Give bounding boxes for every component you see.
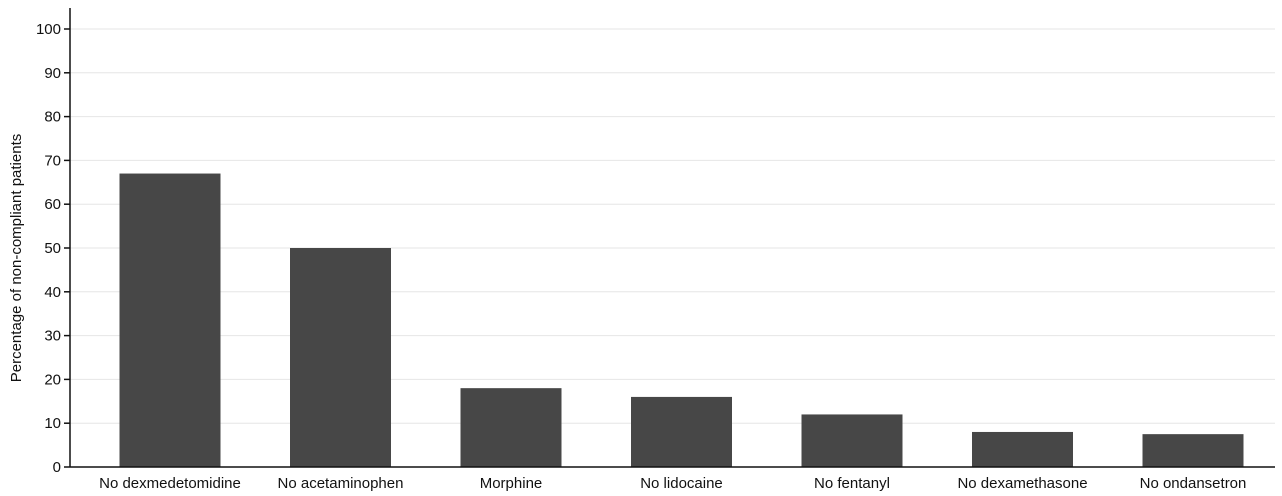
x-category-label: No acetaminophen bbox=[278, 475, 404, 492]
y-tick-label: 40 bbox=[44, 284, 61, 301]
bars bbox=[119, 173, 1244, 468]
x-category-label: Morphine bbox=[480, 475, 543, 492]
y-tick-label: 90 bbox=[44, 65, 61, 82]
y-tick-label: 100 bbox=[36, 21, 61, 38]
y-tick-label: 80 bbox=[44, 109, 61, 126]
x-category-label: No fentanyl bbox=[814, 475, 890, 492]
bar bbox=[1142, 434, 1244, 467]
bar bbox=[460, 388, 562, 467]
y-tick-label: 0 bbox=[53, 459, 61, 476]
y-axis-title: Percentage of non-compliant patients bbox=[8, 134, 25, 383]
y-tick-label: 10 bbox=[44, 415, 61, 432]
y-tick-label: 50 bbox=[44, 240, 61, 257]
x-category-label: No lidocaine bbox=[640, 475, 723, 492]
x-category-label: No dexmedetomidine bbox=[99, 475, 241, 492]
y-tick-label: 30 bbox=[44, 328, 61, 345]
bar bbox=[119, 173, 221, 468]
bar bbox=[972, 431, 1073, 467]
bar bbox=[801, 414, 903, 467]
y-axis-ticks: 0 10 20 30 40 50 60 70 80 90 100 bbox=[36, 21, 70, 476]
x-category-label: No ondansetron bbox=[1140, 475, 1247, 492]
x-axis-category-labels: No dexmedetomidine No acetaminophen Morphi… bbox=[99, 475, 1246, 492]
bar bbox=[631, 396, 732, 467]
y-tick-label: 20 bbox=[44, 371, 61, 388]
y-tick-label: 60 bbox=[44, 196, 61, 213]
gridlines bbox=[70, 28, 1275, 424]
y-tick-label: 70 bbox=[44, 152, 61, 169]
bar bbox=[290, 248, 391, 467]
x-category-label: No dexamethasone bbox=[957, 475, 1087, 492]
